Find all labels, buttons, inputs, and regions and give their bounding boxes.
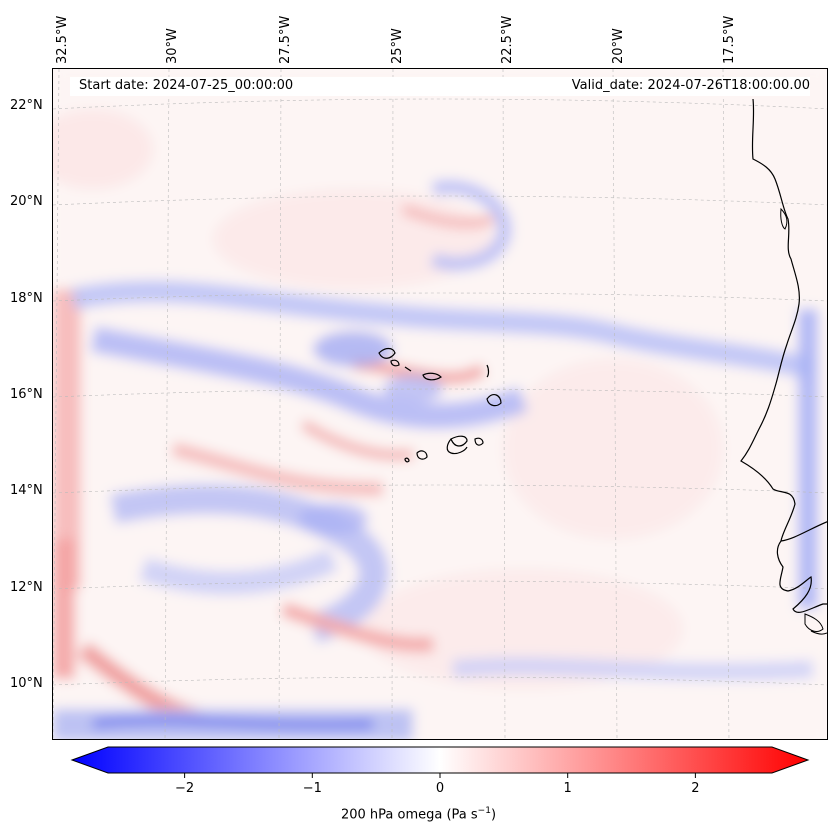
cape-verde-islands [378,347,502,463]
omega-field-shading [53,69,827,739]
map-panel [52,68,828,740]
lat-label-12n: 12°N [10,580,43,595]
lon-label-22-5w: 22.5°W [500,15,515,64]
colorbar-tick-0: 0 [435,781,445,796]
graticule [53,69,827,739]
africa-coastline [740,98,827,613]
lon-label-20w: 20°W [611,28,626,64]
lon-label-27-5w: 27.5°W [278,15,293,64]
lon-label-17-5w: 17.5°W [722,15,737,64]
lat-label-16n: 16°N [10,387,43,402]
omega-field-map [53,69,827,739]
colorbar-tick-neg2: −2 [175,781,195,796]
colorbar-label-main: 200 hPa omega (Pa s [340,807,478,823]
colorbar-tick-neg1: −1 [302,781,322,796]
colorbar-tick-marks [184,773,696,778]
lat-label-22n: 22°N [10,98,43,113]
date-info-bar: Start date: 2024-07-25_00:00:00 Valid_da… [70,77,810,96]
colorbar-tick-2: 2 [691,781,700,796]
colorbar-gradient [70,746,810,774]
start-date-text: Start date: 2024-07-25_00:00:00 [79,78,294,93]
colorbar-label: 200 hPa omega (Pa s−1) [0,806,837,822]
lon-label-32-5w: 32.5°W [55,15,70,64]
valid-date-text: Valid_date: 2024-07-26T18:00:00.00 [571,78,810,93]
lat-label-10n: 10°N [10,676,43,691]
colorbar-tick-1: 1 [563,781,572,796]
lon-label-25w: 25°W [390,28,405,64]
lon-label-30w: 30°W [165,28,180,64]
lat-label-20n: 20°N [10,194,43,209]
lat-label-14n: 14°N [10,483,43,498]
colorbar-label-end: ) [490,807,497,823]
gulf-islands [804,613,827,635]
lat-label-18n: 18°N [10,291,43,306]
colorbar-label-exponent: −1 [477,806,491,816]
colorbar [70,746,810,778]
banc-d-arguin [780,207,788,230]
